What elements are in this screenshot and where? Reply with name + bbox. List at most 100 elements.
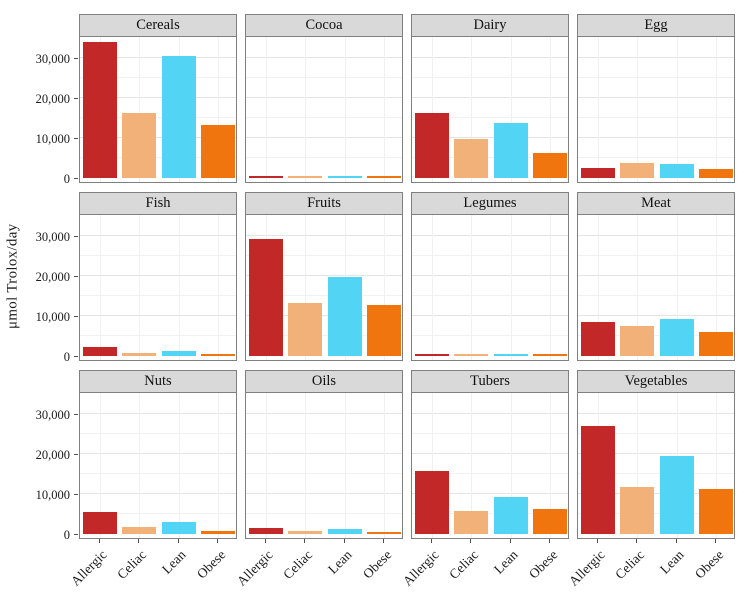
gridline-horizontal xyxy=(246,413,402,414)
bar-obese xyxy=(533,153,568,178)
gridline-horizontal xyxy=(80,413,236,414)
gridline-horizontal xyxy=(412,513,568,514)
gridline-horizontal xyxy=(246,315,402,316)
gridline-horizontal xyxy=(412,157,568,158)
gridline-horizontal xyxy=(578,413,734,414)
gridline-vertical xyxy=(265,37,267,182)
x-tick-label-obese: Obese xyxy=(193,547,228,582)
y-tick-label: 10,000 xyxy=(35,488,70,502)
gridline-horizontal xyxy=(412,493,568,494)
y-tick-label: 30,000 xyxy=(35,408,70,422)
gridline-horizontal xyxy=(246,493,402,494)
bar-lean xyxy=(161,56,196,178)
gridline-vertical xyxy=(344,37,346,182)
bar-obese xyxy=(367,176,402,178)
bar-lean xyxy=(327,529,362,534)
bar-lean xyxy=(493,497,528,534)
gridline-horizontal xyxy=(412,275,568,276)
bar-allergic xyxy=(580,168,615,178)
gridline-vertical xyxy=(637,393,639,538)
gridline-vertical xyxy=(178,215,180,360)
bar-celiac xyxy=(620,487,655,534)
bar-lean xyxy=(659,456,694,534)
gridline-horizontal xyxy=(412,315,568,316)
gridline-vertical xyxy=(218,393,220,538)
y-axis: 0 10,000 20,000 30,000 xyxy=(0,370,79,542)
bar-lean xyxy=(493,123,528,178)
bar-celiac xyxy=(620,163,655,178)
gridline-vertical xyxy=(431,215,433,360)
gridline-vertical xyxy=(384,393,386,538)
gridline-horizontal xyxy=(578,275,734,276)
x-axis: Allergic Celiac Lean Obese xyxy=(566,539,735,597)
gridline-horizontal xyxy=(246,157,402,158)
gridline-horizontal xyxy=(578,473,734,474)
x-axis: Allergic Celiac Lean Obese xyxy=(400,539,569,597)
gridline-vertical xyxy=(510,393,512,538)
plot-area-fruits xyxy=(245,214,403,361)
gridline-vertical xyxy=(178,393,180,538)
facet-nuts: Nuts Allergic Celiac Lean Obese xyxy=(68,370,237,589)
facet-title: Vegetables xyxy=(624,373,688,389)
x-tick-label-celiac: Celiac xyxy=(611,547,647,582)
bar-obese xyxy=(367,305,402,356)
gridline-horizontal xyxy=(80,235,236,236)
plot-area-meat xyxy=(577,214,735,361)
facet-strip: Fish xyxy=(79,192,237,215)
gridline-vertical xyxy=(550,393,552,538)
gridline-horizontal xyxy=(578,255,734,256)
bar-allergic xyxy=(248,239,283,356)
y-tick-label: 0 xyxy=(63,528,70,542)
gridline-vertical xyxy=(637,37,639,182)
y-tick-mark xyxy=(74,178,78,179)
x-tick-label-obese: Obese xyxy=(359,547,394,582)
facet-egg: Egg xyxy=(577,14,735,183)
gridline-vertical xyxy=(597,215,599,360)
plot-area-cereals xyxy=(79,36,237,183)
plot-area-tubers xyxy=(411,392,569,539)
bar-celiac xyxy=(454,511,489,534)
bar-celiac xyxy=(620,326,655,356)
facet-strip: Cereals xyxy=(79,14,237,37)
gridline-horizontal xyxy=(412,137,568,138)
y-axis: 0 10,000 20,000 30,000 xyxy=(0,192,79,364)
x-tick-mark xyxy=(715,539,717,543)
facet-strip: Meat xyxy=(577,192,735,215)
bar-celiac xyxy=(288,531,323,534)
bar-allergic xyxy=(414,113,449,178)
plot-area-vegetables xyxy=(577,392,735,539)
gridline-horizontal xyxy=(246,453,402,454)
gridline-vertical xyxy=(139,393,141,538)
facet-row: 0 10,000 20,000 30,000 Nuts Allergic Celiac Lea… xyxy=(0,370,743,589)
x-tick-label-lean: Lean xyxy=(656,547,687,577)
bar-celiac xyxy=(122,113,157,178)
bar-allergic xyxy=(82,512,117,534)
gridline-horizontal xyxy=(578,433,734,434)
x-tick-mark xyxy=(549,539,551,543)
bar-allergic xyxy=(82,347,117,356)
gridline-horizontal xyxy=(246,335,402,336)
x-tick-label-obese: Obese xyxy=(691,547,726,582)
gridline-horizontal xyxy=(578,453,734,454)
facet-title: Egg xyxy=(644,17,668,33)
bar-lean xyxy=(493,354,528,356)
x-tick-mark xyxy=(430,539,432,543)
gridline-vertical xyxy=(305,393,307,538)
gridline-horizontal xyxy=(80,453,236,454)
plot-area-dairy xyxy=(411,36,569,183)
gridline-vertical xyxy=(510,37,512,182)
facet-title: Nuts xyxy=(144,373,172,389)
bar-celiac xyxy=(122,353,157,356)
bar-celiac xyxy=(454,354,489,356)
x-axis: Allergic Celiac Lean Obese xyxy=(234,539,403,597)
bar-celiac xyxy=(288,303,323,356)
gridline-horizontal xyxy=(578,97,734,98)
gridline-horizontal xyxy=(246,77,402,78)
bar-allergic xyxy=(82,42,117,178)
bar-lean xyxy=(327,176,362,178)
plot-area-fish xyxy=(79,214,237,361)
gridline-vertical xyxy=(99,215,101,360)
facet-legumes: Legumes xyxy=(411,192,569,361)
gridline-horizontal xyxy=(246,473,402,474)
facet-strip: Tubers xyxy=(411,370,569,393)
